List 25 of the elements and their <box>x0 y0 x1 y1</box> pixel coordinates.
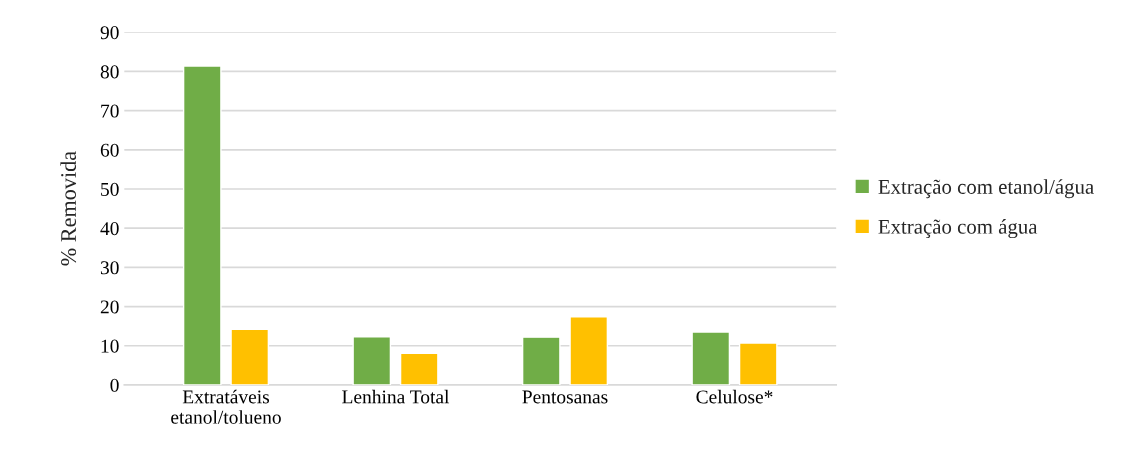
y-tick-label: 60 <box>100 143 119 157</box>
y-tick-label: 50 <box>101 182 119 196</box>
bar <box>230 328 270 385</box>
bar <box>569 316 609 385</box>
y-tick-label: 80 <box>100 65 119 79</box>
bar <box>182 65 222 385</box>
x-tick-label: Celulose* <box>696 389 773 404</box>
legend-label: Extração com etanol/água <box>878 179 1094 199</box>
y-tick-label: 70 <box>101 104 119 118</box>
x-tick-label: Lenhina Total <box>342 389 450 404</box>
y-tick-label: 10 <box>101 339 119 353</box>
bar <box>399 352 439 385</box>
y-axis-title: % Removida <box>60 151 77 266</box>
x-tick-label: Extratáveis etanol/tolueno <box>171 389 281 424</box>
y-tick-label: 20 <box>100 300 119 314</box>
y-tick-label: 40 <box>100 222 119 236</box>
y-tick-label: 90 <box>100 26 119 40</box>
bar <box>521 336 561 385</box>
x-tick-label: Pentosanas <box>522 390 608 404</box>
legend-label: Extração com água <box>878 219 1038 239</box>
y-tick-label: 0 <box>110 378 119 392</box>
bar <box>352 336 392 385</box>
bar <box>691 331 731 385</box>
bar <box>738 342 778 385</box>
y-tick-label: 30 <box>100 261 119 275</box>
